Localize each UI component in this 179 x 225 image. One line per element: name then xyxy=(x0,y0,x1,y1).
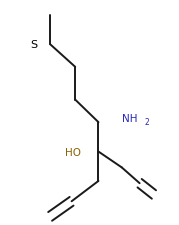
Text: S: S xyxy=(30,40,38,50)
Text: 2: 2 xyxy=(145,117,150,126)
Text: NH: NH xyxy=(122,113,137,123)
Text: HO: HO xyxy=(65,147,81,157)
